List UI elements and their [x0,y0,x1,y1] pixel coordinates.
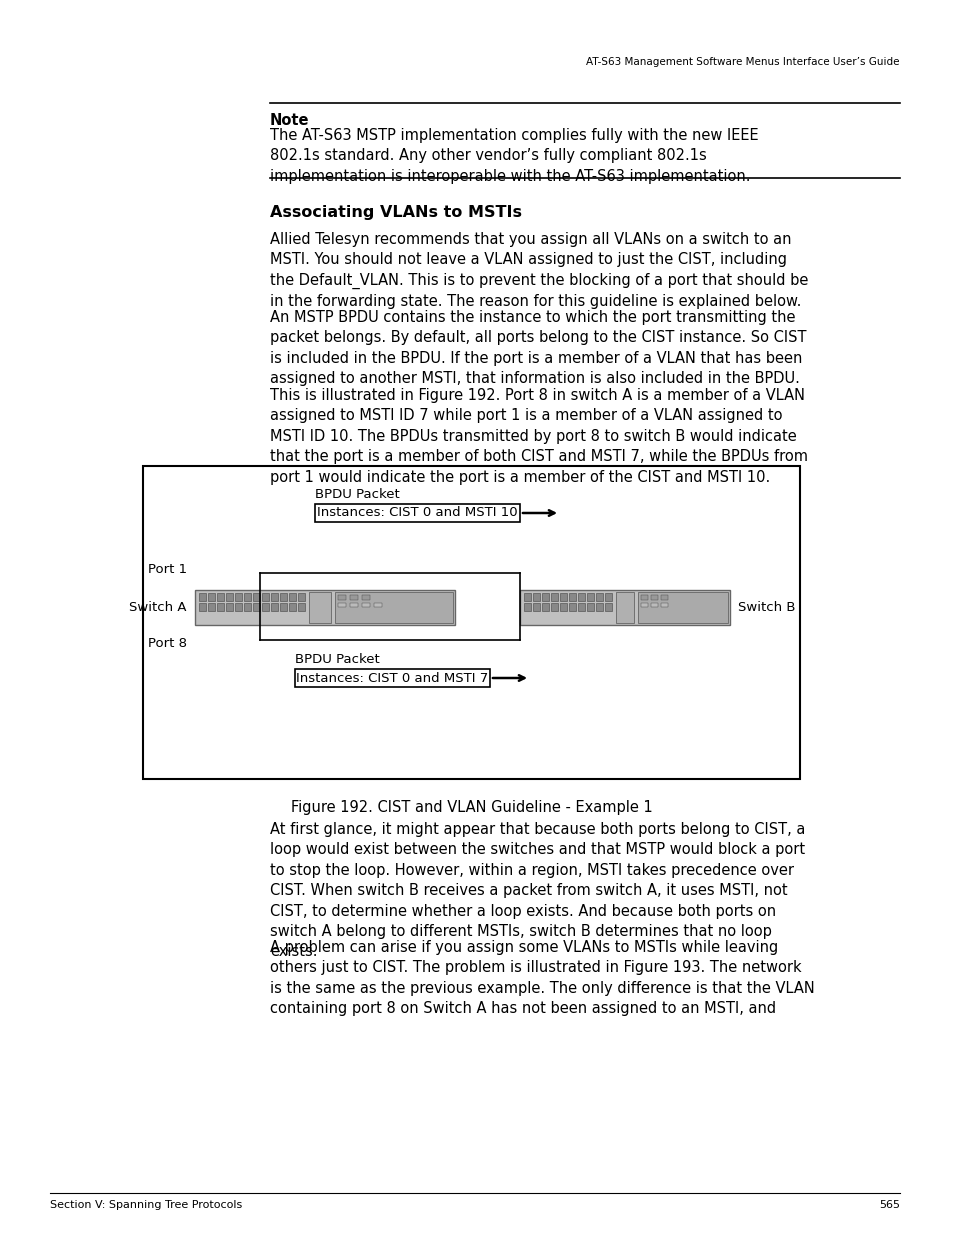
Bar [337,603,346,606]
Bar [297,593,305,601]
Bar [337,595,346,600]
Text: Note: Note [270,112,309,128]
Bar [271,593,277,601]
Bar [294,669,490,687]
Bar [586,603,594,611]
Bar [226,593,233,601]
Bar [216,603,224,611]
Text: Figure 192. CIST and VLAN Guideline - Example 1: Figure 192. CIST and VLAN Guideline - Ex… [291,800,652,815]
Bar [289,603,295,611]
Bar [533,593,539,601]
Bar [244,603,251,611]
Bar [350,603,357,606]
Bar [199,593,206,601]
Text: An MSTP BPDU contains the instance to which the port transmitting the
packet bel: An MSTP BPDU contains the instance to wh… [270,310,805,387]
Bar [568,593,576,601]
Bar [650,603,658,606]
Bar [596,603,602,611]
Bar [208,593,214,601]
Bar [519,590,729,625]
Bar [314,504,519,522]
Text: BPDU Packet: BPDU Packet [314,488,399,501]
Bar [523,593,531,601]
Bar [280,593,287,601]
Bar [533,603,539,611]
Bar [640,595,647,600]
Bar [262,603,269,611]
Bar [262,593,269,601]
Text: The AT-S63 MSTP implementation complies fully with the new IEEE
802.1s standard.: The AT-S63 MSTP implementation complies … [270,128,758,184]
Bar [596,593,602,601]
Bar [616,592,634,622]
Text: BPDU Packet: BPDU Packet [294,653,379,666]
Bar [271,603,277,611]
Text: This is illustrated in Figure 192. Port 8 in switch A is a member of a VLAN
assi: This is illustrated in Figure 192. Port … [270,388,807,484]
Text: AT-S63 Management Software Menus Interface User’s Guide: AT-S63 Management Software Menus Interfa… [586,57,899,67]
Bar [578,593,584,601]
Bar [361,603,370,606]
Bar [568,603,576,611]
Bar [638,592,727,622]
Bar [199,603,206,611]
Bar [208,603,214,611]
Text: Port 1: Port 1 [148,563,187,576]
Text: At first glance, it might appear that because both ports belong to CIST, a
loop : At first glance, it might appear that be… [270,823,804,960]
Bar [335,592,453,622]
Bar [289,593,295,601]
Bar [551,603,558,611]
Text: Port 8: Port 8 [148,637,187,650]
Bar [660,595,667,600]
Text: A problem can arise if you assign some VLANs to MSTIs while leaving
others just : A problem can arise if you assign some V… [270,940,814,1016]
Text: Instances: CIST 0 and MSTI 10: Instances: CIST 0 and MSTI 10 [316,506,517,520]
Text: Section V: Spanning Tree Protocols: Section V: Spanning Tree Protocols [50,1200,242,1210]
Bar [640,603,647,606]
Text: 565: 565 [878,1200,899,1210]
Text: Instances: CIST 0 and MSTI 7: Instances: CIST 0 and MSTI 7 [296,672,488,684]
Text: Allied Telesyn recommends that you assign all VLANs on a switch to an
MSTI. You : Allied Telesyn recommends that you assig… [270,232,807,310]
Bar [578,603,584,611]
Bar [559,593,566,601]
Bar [234,603,242,611]
Bar [234,593,242,601]
Bar [280,603,287,611]
Bar [604,593,612,601]
Bar [650,595,658,600]
Bar [604,603,612,611]
Bar [660,603,667,606]
Bar [297,603,305,611]
Bar [309,592,331,622]
Bar [541,593,548,601]
Bar [350,595,357,600]
Text: Switch A: Switch A [130,601,187,614]
Bar [374,603,381,606]
Bar [551,593,558,601]
Bar [216,593,224,601]
Bar [541,603,548,611]
Bar [523,603,531,611]
Bar [253,603,260,611]
Text: Associating VLANs to MSTIs: Associating VLANs to MSTIs [270,205,521,220]
Bar [143,466,800,779]
Bar [244,593,251,601]
Bar [559,603,566,611]
Text: Switch B: Switch B [738,601,795,614]
Bar [253,593,260,601]
Bar [226,603,233,611]
Bar [194,590,455,625]
Bar [586,593,594,601]
Bar [361,595,370,600]
